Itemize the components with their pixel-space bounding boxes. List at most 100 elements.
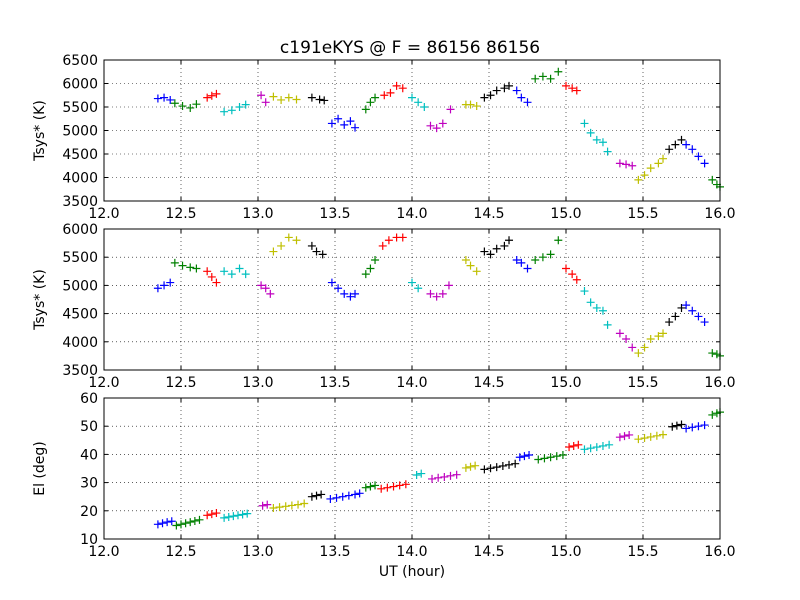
data-point — [312, 247, 321, 256]
series — [480, 81, 514, 102]
data-point — [708, 410, 717, 419]
data-point — [694, 312, 703, 321]
series — [682, 421, 709, 433]
data-point — [538, 72, 547, 81]
data-point — [580, 287, 589, 296]
series — [480, 459, 520, 474]
data-point — [269, 92, 278, 101]
series — [153, 93, 175, 104]
data-point — [153, 94, 162, 103]
data-point — [486, 91, 495, 100]
data-point — [603, 320, 612, 329]
x-tick-label: 12.5 — [165, 206, 196, 222]
data-point — [640, 343, 649, 352]
figure-title: c191eKYS @ F = 86156 86156 — [280, 38, 540, 58]
x-tick-label: 13.5 — [319, 544, 350, 560]
data-point — [327, 278, 336, 287]
y-tick-label: 60 — [80, 391, 98, 407]
data-point — [531, 256, 540, 265]
data-point — [261, 284, 270, 293]
data-point — [654, 159, 663, 168]
series — [220, 264, 250, 279]
series — [203, 509, 221, 520]
data-point — [261, 98, 270, 107]
series — [258, 500, 272, 510]
series — [562, 81, 581, 95]
data-point — [498, 461, 507, 470]
data-point — [220, 107, 229, 116]
data-point — [257, 281, 266, 290]
data-point — [472, 102, 481, 111]
series — [512, 86, 532, 107]
series — [377, 480, 410, 493]
data-point — [181, 519, 190, 528]
data-point — [351, 123, 360, 132]
data-point — [708, 175, 717, 184]
x-tick-label: 15.5 — [627, 375, 658, 391]
y-tick-label: 3500 — [62, 194, 98, 210]
series — [361, 481, 380, 492]
series — [307, 93, 329, 105]
data-point — [525, 450, 534, 459]
data-point — [486, 250, 495, 259]
data-point — [592, 135, 601, 144]
series — [153, 278, 175, 293]
series — [327, 114, 360, 132]
series — [408, 93, 429, 111]
data-point — [512, 256, 521, 265]
series — [531, 67, 563, 83]
data-point — [153, 284, 162, 293]
x-tick-label: 13.0 — [242, 375, 273, 391]
data-point — [190, 516, 199, 525]
data-point — [258, 501, 267, 510]
data-point — [688, 423, 697, 432]
series — [531, 236, 563, 265]
data-point — [492, 244, 501, 253]
data-point — [378, 241, 387, 250]
data-point — [284, 233, 293, 242]
data-point — [317, 490, 326, 499]
data-point — [327, 119, 336, 128]
data-point — [384, 236, 393, 245]
data-point — [500, 241, 509, 250]
data-point — [568, 84, 577, 93]
data-point — [694, 152, 703, 161]
data-point — [371, 481, 380, 490]
data-point — [432, 124, 441, 133]
data-point — [398, 233, 407, 242]
series — [461, 256, 481, 276]
data-point — [672, 421, 681, 430]
data-point — [346, 117, 355, 126]
x-tick-label: 14.5 — [473, 206, 504, 222]
x-tick-label: 16.0 — [704, 544, 735, 560]
x-tick-label: 13.0 — [242, 206, 273, 222]
data-point — [212, 509, 221, 518]
data-point — [634, 435, 643, 444]
data-point — [572, 275, 581, 284]
data-point — [446, 471, 455, 480]
data-point — [580, 119, 589, 128]
series — [326, 489, 364, 503]
data-point — [235, 103, 244, 111]
data-point — [287, 501, 296, 510]
data-point — [207, 510, 216, 519]
data-point — [203, 267, 212, 276]
data-point — [461, 256, 470, 265]
data-point — [640, 171, 649, 180]
data-point — [677, 420, 686, 429]
data-point — [212, 278, 221, 287]
series — [257, 91, 270, 107]
data-point — [492, 463, 501, 472]
data-point — [371, 93, 380, 102]
data-point — [572, 86, 581, 95]
data-point — [694, 422, 703, 431]
data-point — [220, 513, 229, 522]
data-point — [178, 261, 187, 270]
data-point — [574, 440, 583, 449]
data-point — [340, 120, 349, 129]
x-tick-label: 14.0 — [396, 544, 427, 560]
data-point — [708, 349, 717, 358]
data-point — [471, 461, 480, 470]
data-point — [432, 292, 441, 301]
data-point — [340, 289, 349, 298]
